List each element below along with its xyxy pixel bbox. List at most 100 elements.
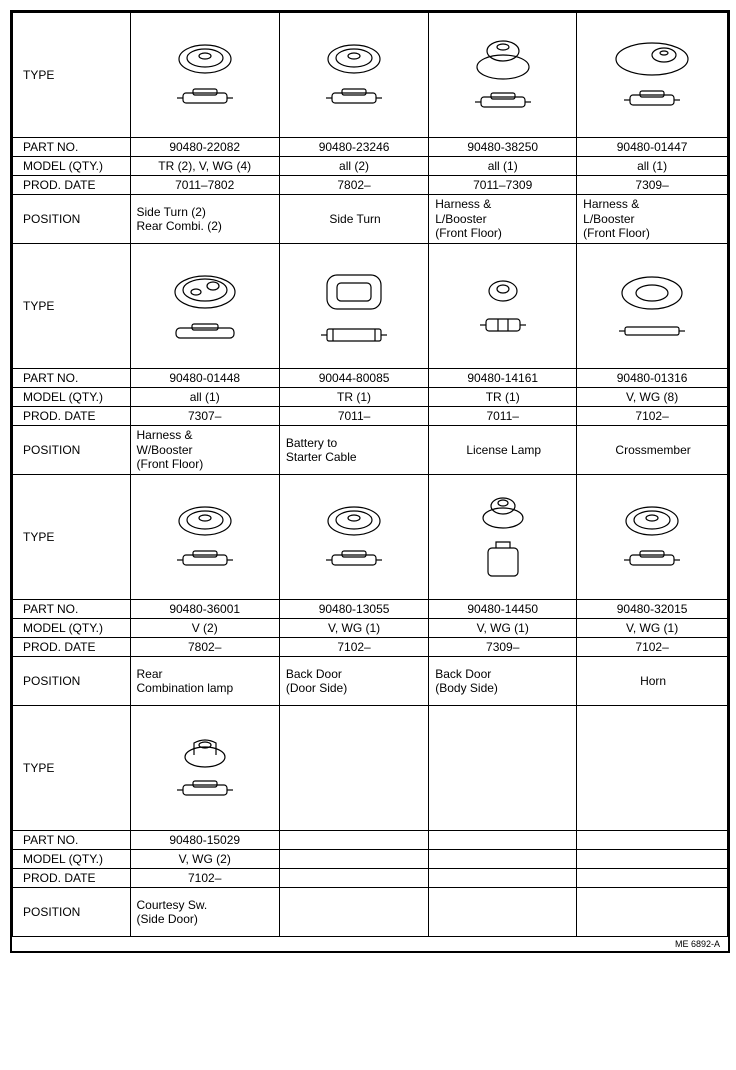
part-no-value: 90480-15029 xyxy=(130,831,279,850)
type-illustration xyxy=(577,475,728,600)
model-qty-value: all (1) xyxy=(577,157,728,176)
type-illustration xyxy=(577,13,728,138)
model-qty-value: TR (1) xyxy=(429,388,577,407)
row-label-prod-date: PROD. DATE xyxy=(13,176,131,195)
row-label-type: TYPE xyxy=(13,244,131,369)
row-label-part-no: PART NO. xyxy=(13,369,131,388)
position-value: Back Door (Door Side) xyxy=(279,657,428,706)
type-illustration xyxy=(279,706,428,831)
model-qty-value: V, WG (1) xyxy=(279,619,428,638)
row-label-model-qty: MODEL (QTY.) xyxy=(13,850,131,869)
model-qty-value: TR (1) xyxy=(279,388,428,407)
model-qty-value: all (1) xyxy=(130,388,279,407)
part-no-value: 90480-14450 xyxy=(429,600,577,619)
part-no-value: 90044-80085 xyxy=(279,369,428,388)
type-illustration xyxy=(130,244,279,369)
prod-date-value: 7309– xyxy=(577,176,728,195)
row-label-position: POSITION xyxy=(13,195,131,244)
parts-table: TYPEPART NO.90480-2208290480-2324690480-… xyxy=(12,12,728,937)
position-value: Back Door (Body Side) xyxy=(429,657,577,706)
type-illustration xyxy=(279,244,428,369)
row-label-type: TYPE xyxy=(13,475,131,600)
part-no-value: 90480-13055 xyxy=(279,600,428,619)
prod-date-value: 7309– xyxy=(429,638,577,657)
position-value: Battery to Starter Cable xyxy=(279,426,428,475)
model-qty-value: V, WG (1) xyxy=(429,619,577,638)
model-qty-value xyxy=(429,850,577,869)
row-label-part-no: PART NO. xyxy=(13,831,131,850)
model-qty-value: V (2) xyxy=(130,619,279,638)
type-illustration xyxy=(429,13,577,138)
type-illustration xyxy=(577,706,728,831)
row-label-part-no: PART NO. xyxy=(13,600,131,619)
type-illustration xyxy=(429,475,577,600)
parts-table-container: TYPEPART NO.90480-2208290480-2324690480-… xyxy=(10,10,730,953)
type-illustration xyxy=(130,13,279,138)
part-no-value: 90480-23246 xyxy=(279,138,428,157)
row-label-prod-date: PROD. DATE xyxy=(13,407,131,426)
part-no-value xyxy=(279,831,428,850)
prod-date-value xyxy=(577,869,728,888)
type-illustration xyxy=(429,244,577,369)
part-no-value: 90480-01448 xyxy=(130,369,279,388)
position-value xyxy=(577,888,728,937)
part-no-value: 90480-32015 xyxy=(577,600,728,619)
prod-date-value: 7102– xyxy=(577,407,728,426)
prod-date-value: 7802– xyxy=(279,176,428,195)
position-value xyxy=(279,888,428,937)
prod-date-value: 7011– xyxy=(279,407,428,426)
model-qty-value: V, WG (1) xyxy=(577,619,728,638)
position-value: Side Turn xyxy=(279,195,428,244)
position-value xyxy=(429,888,577,937)
model-qty-value: all (1) xyxy=(429,157,577,176)
type-illustration xyxy=(577,244,728,369)
position-value: Harness & L/Booster (Front Floor) xyxy=(429,195,577,244)
row-label-position: POSITION xyxy=(13,426,131,475)
type-illustration xyxy=(130,475,279,600)
prod-date-value: 7011– xyxy=(429,407,577,426)
type-illustration xyxy=(429,706,577,831)
model-qty-value xyxy=(577,850,728,869)
prod-date-value xyxy=(429,869,577,888)
row-label-part-no: PART NO. xyxy=(13,138,131,157)
position-value: Crossmember xyxy=(577,426,728,475)
position-value: Courtesy Sw. (Side Door) xyxy=(130,888,279,937)
model-qty-value: TR (2), V, WG (4) xyxy=(130,157,279,176)
type-illustration xyxy=(279,13,428,138)
row-label-type: TYPE xyxy=(13,706,131,831)
model-qty-value: all (2) xyxy=(279,157,428,176)
position-value: License Lamp xyxy=(429,426,577,475)
prod-date-value: 7102– xyxy=(130,869,279,888)
position-value: Harness & L/Booster (Front Floor) xyxy=(577,195,728,244)
model-qty-value: V, WG (8) xyxy=(577,388,728,407)
prod-date-value: 7011–7802 xyxy=(130,176,279,195)
row-label-model-qty: MODEL (QTY.) xyxy=(13,157,131,176)
prod-date-value: 7011–7309 xyxy=(429,176,577,195)
row-label-prod-date: PROD. DATE xyxy=(13,638,131,657)
part-no-value: 90480-38250 xyxy=(429,138,577,157)
prod-date-value xyxy=(279,869,428,888)
part-no-value: 90480-22082 xyxy=(130,138,279,157)
row-label-prod-date: PROD. DATE xyxy=(13,869,131,888)
row-label-position: POSITION xyxy=(13,657,131,706)
prod-date-value: 7102– xyxy=(577,638,728,657)
row-label-model-qty: MODEL (QTY.) xyxy=(13,388,131,407)
position-value: Harness & W/Booster (Front Floor) xyxy=(130,426,279,475)
row-label-model-qty: MODEL (QTY.) xyxy=(13,619,131,638)
prod-date-value: 7802– xyxy=(130,638,279,657)
prod-date-value: 7307– xyxy=(130,407,279,426)
position-value: Horn xyxy=(577,657,728,706)
footer-code: ME 6892-A xyxy=(12,937,728,951)
type-illustration xyxy=(279,475,428,600)
part-no-value: 90480-01316 xyxy=(577,369,728,388)
row-label-type: TYPE xyxy=(13,13,131,138)
part-no-value xyxy=(577,831,728,850)
model-qty-value: V, WG (2) xyxy=(130,850,279,869)
part-no-value: 90480-36001 xyxy=(130,600,279,619)
part-no-value xyxy=(429,831,577,850)
model-qty-value xyxy=(279,850,428,869)
part-no-value: 90480-01447 xyxy=(577,138,728,157)
position-value: Rear Combination lamp xyxy=(130,657,279,706)
prod-date-value: 7102– xyxy=(279,638,428,657)
position-value: Side Turn (2) Rear Combi. (2) xyxy=(130,195,279,244)
